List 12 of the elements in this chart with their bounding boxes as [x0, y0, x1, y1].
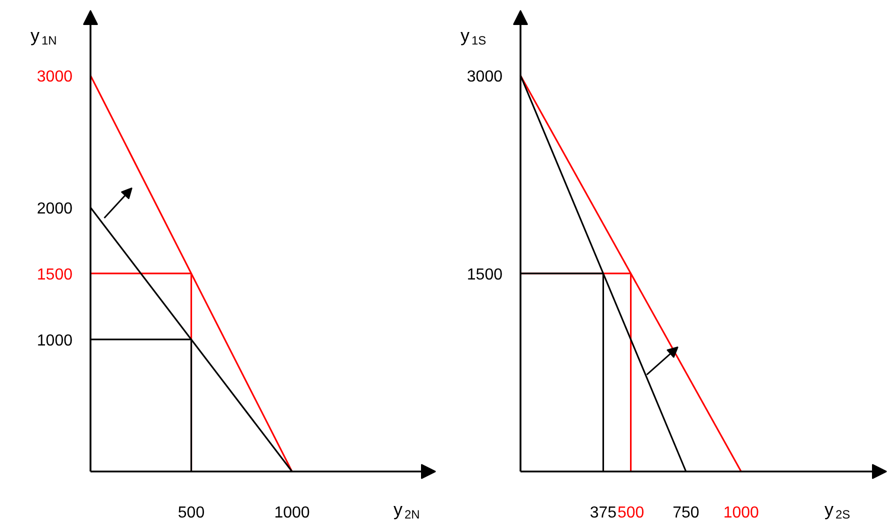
y-tick-label: 3000 — [466, 68, 503, 86]
x-tick-label: 750 — [672, 504, 700, 522]
y-tick-label: 2000 — [36, 200, 73, 218]
x-tick-label: 500 — [178, 504, 205, 522]
x-tick-label: 500 — [617, 504, 644, 522]
y-tick-label: 3000 — [36, 68, 73, 86]
y-tick-label: 1500 — [466, 266, 503, 284]
x-tick-label: 1000 — [274, 504, 310, 522]
y-tick-label: 1000 — [36, 332, 73, 350]
x-tick-label: 375 — [590, 504, 617, 522]
y-tick-label: 1500 — [36, 266, 73, 284]
x-tick-label: 1000 — [723, 504, 760, 522]
